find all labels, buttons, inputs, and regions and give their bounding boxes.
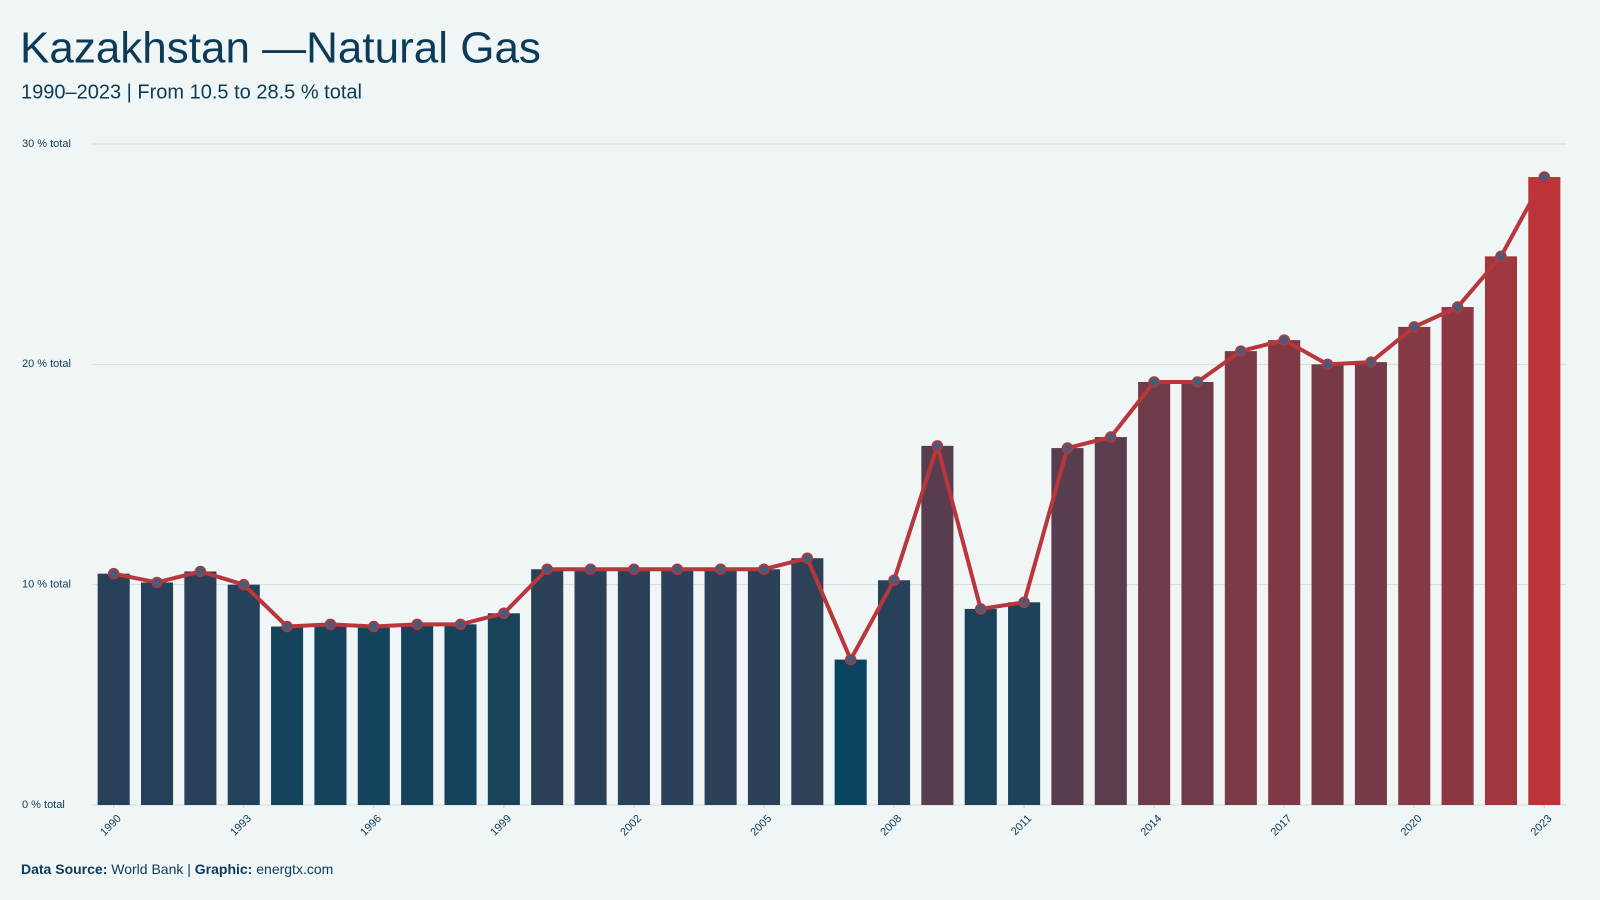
marker: [1365, 356, 1377, 368]
bar: [444, 624, 477, 805]
marker: [1321, 358, 1334, 371]
marker: [281, 620, 293, 633]
y-tick-label: 30 % total: [22, 138, 71, 150]
marker: [1018, 596, 1030, 609]
footer: Data Source: World Bank | Graphic: energ…: [21, 861, 333, 877]
bar: [1051, 448, 1084, 805]
bar: [1138, 381, 1171, 805]
marker: [844, 653, 857, 666]
marker: [931, 440, 944, 452]
bar: [184, 571, 217, 805]
bar: [271, 626, 304, 805]
marker: [411, 618, 423, 631]
marker: [1191, 376, 1204, 388]
bar: [1181, 381, 1214, 805]
bar: [401, 624, 434, 805]
bar: [574, 569, 607, 805]
marker: [1105, 431, 1117, 443]
marker: [1495, 250, 1507, 263]
bar: [97, 573, 130, 805]
bar: [1268, 340, 1301, 805]
bar: [1354, 362, 1387, 805]
bar: [357, 626, 390, 805]
marker: [368, 620, 380, 633]
y-tick-label: 10 % total: [22, 579, 71, 591]
y-tick-label: 0 % total: [22, 799, 65, 811]
marker: [714, 563, 727, 575]
bar: [1528, 177, 1561, 806]
bar: [140, 582, 174, 805]
graphic-label: Graphic:: [195, 861, 253, 877]
marker: [151, 576, 163, 589]
bar: [964, 608, 997, 805]
bar: [1008, 602, 1041, 805]
bar: [1441, 307, 1474, 805]
source: World Bank: [111, 861, 184, 877]
marker: [584, 563, 597, 575]
bar: [487, 613, 520, 805]
marker: [498, 607, 510, 620]
bar: [1484, 256, 1518, 805]
marker: [1278, 334, 1290, 346]
source-label: Data Source:: [21, 861, 107, 877]
marker: [324, 618, 337, 631]
bar: [877, 580, 911, 805]
marker: [237, 578, 250, 591]
graphic: energtx.com: [256, 861, 333, 877]
marker: [107, 567, 120, 580]
marker: [888, 574, 900, 587]
marker: [628, 563, 640, 575]
marker: [194, 565, 207, 578]
bar: [617, 569, 650, 805]
marker: [801, 552, 814, 564]
marker: [541, 563, 553, 575]
chart-title: Kazakhstan —Natural Gas: [20, 24, 541, 73]
chart-subtitle: 1990–2023 | From 10.5 to 28.5 % total: [21, 81, 362, 103]
bar: [227, 584, 260, 805]
bar: [1311, 364, 1344, 805]
bar: [791, 558, 824, 805]
marker: [1148, 376, 1160, 388]
marker: [1538, 171, 1551, 183]
marker: [671, 563, 684, 575]
marker: [758, 563, 770, 575]
bars: [97, 177, 1561, 806]
marker: [1235, 345, 1247, 357]
bar: [921, 445, 954, 805]
bar: [704, 569, 737, 805]
bar: [661, 569, 694, 805]
marker: [1408, 321, 1421, 333]
separator: |: [187, 861, 191, 877]
bar: [747, 569, 781, 805]
trend-line: [113, 176, 1547, 662]
marker: [1061, 442, 1074, 454]
marker: [1451, 301, 1464, 313]
marker: [454, 618, 467, 631]
bar: [1224, 351, 1257, 805]
marker: [974, 603, 987, 615]
bar: [1398, 326, 1431, 805]
bar: [314, 624, 347, 805]
bar: [1094, 437, 1127, 805]
bar: [834, 659, 867, 805]
bar: [531, 569, 564, 805]
y-tick-label: 20 % total: [22, 358, 71, 370]
line-layer: [107, 171, 1551, 666]
